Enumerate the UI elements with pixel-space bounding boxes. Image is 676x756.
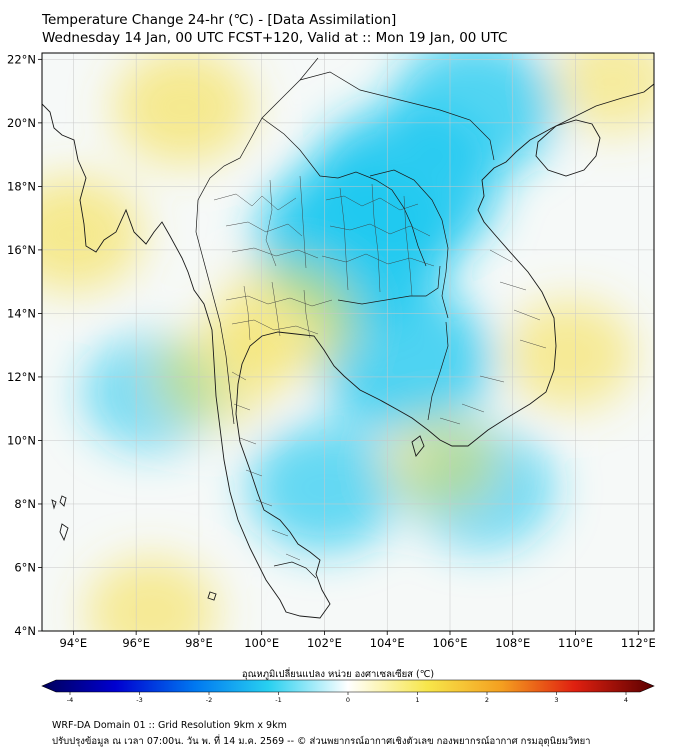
lon-label: 96°E: [122, 636, 150, 650]
colorbar-tick-label: -1: [275, 696, 281, 704]
lat-label: 18°N: [7, 179, 36, 193]
country-borders: [195, 57, 495, 579]
graticule: [42, 53, 654, 631]
lon-label: 104°E: [370, 636, 405, 650]
colorbar-label: อุณหภูมิเปลี่ยนแปลง หน่วย องศาเซลเซียส (…: [241, 669, 435, 680]
lat-label: 16°N: [7, 243, 36, 257]
thailand-cambodia-border: [337, 265, 441, 305]
thailand-laos-border: [261, 117, 427, 267]
china-border: [299, 71, 495, 161]
colorbar-tick-label: 2: [485, 696, 489, 704]
anomaly-north-vietnam-gulf: [391, 53, 560, 177]
province-lines-central: [225, 281, 333, 341]
thailand-malaysia-border: [273, 561, 317, 579]
lon-label: 100°E: [244, 636, 279, 650]
lat-label: 20°N: [7, 116, 36, 130]
colorbar-tick-label: -2: [206, 696, 212, 704]
lon-label: 102°E: [307, 636, 342, 650]
colorbar-tick-label: 3: [554, 696, 558, 704]
cambodia-vietnam-border: [427, 321, 449, 421]
coastlines: [42, 83, 654, 619]
island-3: [51, 499, 57, 510]
footer-credit: ปรับปรุงข้อมูล ณ เวลา 07:00น. วัน พ. ที่…: [52, 736, 591, 747]
anomaly-myanmar-west: [42, 176, 143, 293]
lat-label: 6°N: [14, 560, 36, 574]
myanmar-thailand-border: [195, 57, 319, 425]
lat-label: 14°N: [7, 306, 36, 320]
map-title: Temperature Change 24-hr (℃) - [Data Ass…: [42, 12, 397, 28]
anomaly-myanmar-north: [113, 53, 253, 165]
lat-label: 4°N: [14, 624, 36, 638]
lon-label: 98°E: [185, 636, 213, 650]
lon-label: 108°E: [495, 636, 530, 650]
hainan-coastline: [535, 119, 601, 177]
province-lines-north: [213, 175, 319, 269]
province-lines-south: [231, 371, 301, 561]
lat-label: 8°N: [14, 497, 36, 511]
lat-label: 22°N: [7, 52, 36, 66]
colorbar-tick-label: 4: [624, 696, 628, 704]
lat-label: 10°N: [7, 433, 36, 447]
province-boundaries: [213, 175, 547, 561]
mainland-coastline: [42, 83, 654, 619]
map-axes: 22°N 20°N 18°N 16°N 14°N 12°N 10°N 8°N 6°N 4°N 94°…: [7, 52, 656, 650]
lat-label: 12°N: [7, 370, 36, 384]
anomaly-south-vietnam-coast: [503, 299, 636, 410]
anomaly-mekong-delta: [381, 413, 500, 512]
footer-model-info: WRF-DA Domain 01 :: Grid Resolution 9km …: [52, 720, 287, 731]
colorbar-scale: [41, 679, 655, 693]
province-lines-vietnam: [439, 249, 547, 425]
province-lines-northeast: [321, 183, 435, 297]
colorbar-tick-label: -3: [136, 696, 142, 704]
colorbar: -4 -3 -2 -1 0 1 2 3 4: [41, 679, 655, 704]
temperature-field: [42, 53, 654, 631]
lon-label: 112°E: [621, 636, 656, 650]
colorbar-tick-label: 0: [346, 696, 350, 704]
phu-quoc-coastline: [411, 435, 425, 457]
colorbar-tick-label: -4: [67, 696, 73, 704]
lon-label: 110°E: [558, 636, 593, 650]
map-subtitle: Wednesday 14 Jan, 00 UTC FCST+120, Valid…: [42, 30, 508, 46]
colorbar-ticks: -4 -3 -2 -1 0 1 2 3 4: [67, 692, 628, 704]
island-4: [207, 591, 217, 601]
island-1: [59, 495, 67, 507]
plot-frame: [41, 52, 655, 632]
island-2: [59, 523, 69, 542]
colorbar-tick-label: 1: [415, 696, 419, 704]
lon-label: 106°E: [433, 636, 468, 650]
laos-vietnam-border: [369, 169, 449, 319]
lon-label: 94°E: [60, 636, 88, 650]
anomaly-sumatra-north: [85, 556, 218, 631]
anomaly-south-china-coast: [550, 53, 654, 134]
